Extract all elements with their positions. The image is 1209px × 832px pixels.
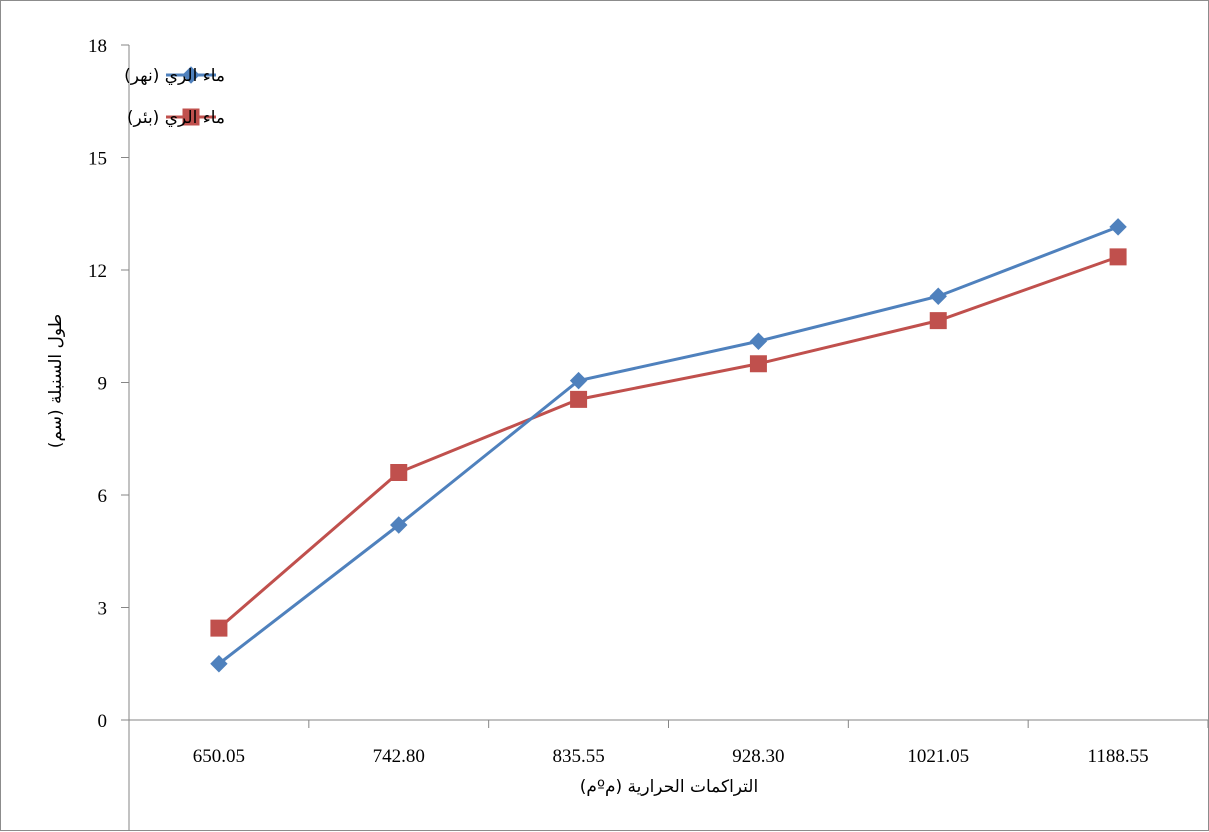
series-1-point [749,332,768,350]
legend-label: ماء الري (نهر) [124,66,225,86]
y-tick-label: 12 [88,261,107,282]
series-line-2 [217,255,1119,630]
x-tick-label: 1021.05 [907,746,969,767]
legend-swatch-marker [182,66,200,84]
series-line-1 [218,225,1119,665]
x-tick-label: 650.05 [193,746,245,767]
series-2-point [210,619,228,637]
series-2-point [929,312,947,330]
x-axis-title: التراكمات الحرارية (مºم) [580,777,758,797]
series-1-point [929,287,947,305]
x-tick-label: 928.30 [732,746,784,767]
y-tick-label: 15 [88,149,107,170]
y-tick-label: 18 [88,36,107,57]
series-2-point [1109,248,1127,266]
legend-label: ماء الري (بئر) [127,108,225,128]
y-tick-label: 6 [98,486,108,507]
y-axis-title: طول السنبلة (سم) [46,314,66,448]
x-tick-label: 742.80 [373,746,425,767]
series-2-point [390,464,408,481]
x-tick-label: 835.55 [552,746,604,767]
y-tick-label: 9 [98,374,108,395]
y-tick-label: 3 [98,599,108,620]
legend-swatch-marker [182,108,200,126]
series-1-point [1109,218,1127,236]
x-tick-label: 1188.55 [1088,746,1149,767]
series-2-point [570,390,588,408]
series-1-point [210,655,228,673]
series-1-point [390,516,408,534]
series-2-point [749,355,767,373]
series-1-point [569,371,588,390]
legend: ماء الري (نهر) ماء الري (بئر) [124,66,225,128]
y-tick-label: 0 [98,711,108,732]
